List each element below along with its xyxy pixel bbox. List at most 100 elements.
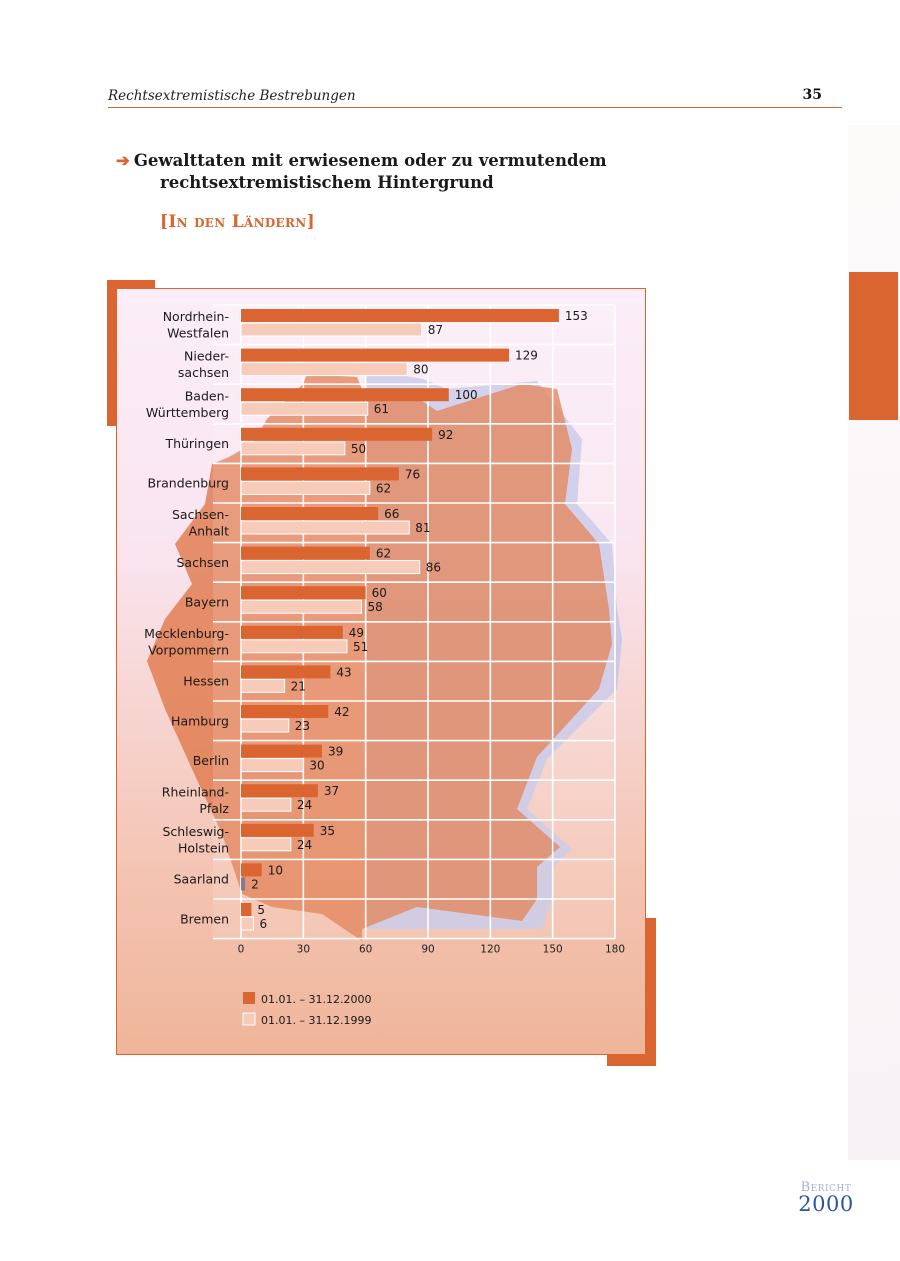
bar-2000 <box>241 665 331 679</box>
category-label: Anhalt <box>189 524 230 539</box>
category-label: Westfalen <box>167 326 229 341</box>
data-label: 86 <box>426 561 441 575</box>
bar-2000 <box>241 388 449 402</box>
data-label: 61 <box>374 402 389 416</box>
data-label: 23 <box>295 719 310 733</box>
data-label: 60 <box>372 586 387 600</box>
bar-1999 <box>240 758 304 773</box>
data-label: 24 <box>297 838 312 852</box>
bar-1999 <box>240 718 290 733</box>
category-label: Sachsen <box>176 555 229 570</box>
bar-1999 <box>240 797 292 812</box>
legend: 01.01. – 31.12.2000 01.01. – 31.12.1999 <box>242 992 371 1027</box>
category-label: Rheinland- <box>162 784 229 799</box>
bar-1999 <box>241 877 246 891</box>
bar-1999 <box>240 560 421 575</box>
bar-2000 <box>241 348 510 362</box>
bar-2000 <box>241 863 262 877</box>
bars-layer <box>240 309 559 931</box>
data-label: 35 <box>320 824 335 838</box>
category-label: Bayern <box>185 595 229 610</box>
category-label: Vorpommern <box>148 642 229 657</box>
category-label: Nieder- <box>184 349 229 364</box>
subheading-text: In den Ländern <box>168 212 307 232</box>
category-label: Bremen <box>180 911 229 926</box>
category-label: sachsen <box>178 365 229 380</box>
x-tick-label: 180 <box>605 944 625 956</box>
x-tick-label: 60 <box>359 944 372 956</box>
data-label: 30 <box>309 759 324 773</box>
data-label: 5 <box>257 903 265 917</box>
bar-2000 <box>241 625 343 639</box>
data-label: 92 <box>438 428 453 442</box>
data-label: 6 <box>259 917 267 931</box>
section-heading: ➔ Gewalttaten mit erwiesenem oder zu verm… <box>116 150 736 194</box>
bar-2000 <box>241 546 370 560</box>
chart-panel: 0 30 60 90 120 150 180 153 87 Nordrhein- Westfalen… <box>116 288 646 1055</box>
category-label: Brandenburg <box>147 476 229 491</box>
data-label: 62 <box>376 481 391 495</box>
bar-1999 <box>240 520 410 535</box>
category-label: Mecklenburg- <box>144 626 229 641</box>
bar-2000 <box>241 903 252 916</box>
category-label: Hamburg <box>171 713 229 728</box>
legend-label: 01.01. – 31.12.1999 <box>261 1014 371 1027</box>
data-label: 129 <box>515 349 538 363</box>
subheading-bracket-open: [ <box>160 212 169 232</box>
category-label: Württemberg <box>146 405 229 420</box>
bar-1999 <box>240 678 286 693</box>
category-label: Berlin <box>193 753 229 768</box>
legend-label: 01.01. – 31.12.2000 <box>261 993 371 1006</box>
bar-1999 <box>240 599 363 614</box>
bar-2000 <box>241 467 399 481</box>
bar-1999 <box>240 639 348 654</box>
bar-1999 <box>240 480 371 495</box>
data-label: 76 <box>405 467 420 481</box>
data-label: 51 <box>353 640 368 654</box>
x-tick-label: 150 <box>543 944 563 956</box>
category-label: Thüringen <box>164 436 229 451</box>
bar-2000 <box>241 586 366 600</box>
bar-2000 <box>241 744 323 758</box>
data-label: 49 <box>349 626 364 640</box>
data-label: 87 <box>428 323 443 337</box>
data-label: 62 <box>376 547 391 561</box>
subheading-bracket-close: ] <box>306 212 315 232</box>
running-title: Rechtsextremistische Bestrebungen <box>108 88 356 104</box>
bar-1999 <box>240 916 254 931</box>
labels-layer: 0 30 60 90 120 150 180 153 87 Nordrhein- Westfalen… <box>144 309 625 956</box>
x-tick-label: 90 <box>421 944 434 956</box>
data-label: 43 <box>336 665 351 679</box>
heading-line-1: ➔ Gewalttaten mit erwiesenem oder zu verm… <box>116 150 736 172</box>
category-label: Saarland <box>174 872 229 887</box>
bar-1999 <box>240 322 423 337</box>
bar-2000 <box>241 823 314 837</box>
data-label: 10 <box>268 863 283 877</box>
data-label: 66 <box>384 507 399 521</box>
data-label: 50 <box>351 442 366 456</box>
bar-2000 <box>241 784 318 798</box>
category-label: Holstein <box>178 840 229 855</box>
logo-year: 2000 <box>798 1192 854 1216</box>
legend-swatch-1999 <box>242 1012 256 1026</box>
bar-2000 <box>241 507 379 520</box>
subheading: [In den Ländern] <box>160 212 315 232</box>
data-label: 2 <box>251 877 259 891</box>
legend-swatch-2000 <box>243 992 255 1004</box>
category-label: Hessen <box>183 674 229 689</box>
report-logo: Bericht 2000 <box>786 1181 866 1215</box>
category-label: Baden- <box>185 388 229 403</box>
chapter-tab <box>849 272 898 420</box>
data-label: 58 <box>368 600 383 614</box>
x-tick-label: 0 <box>238 944 245 956</box>
bar-1999 <box>240 362 408 377</box>
x-tick-label: 120 <box>480 944 500 956</box>
bar-1999 <box>240 401 369 416</box>
bar-2000 <box>241 705 329 718</box>
category-label: Schleswig- <box>162 824 229 839</box>
data-label: 80 <box>413 363 428 377</box>
category-label: Pfalz <box>199 801 229 816</box>
data-label: 39 <box>328 745 343 759</box>
category-label: Nordrhein- <box>163 309 229 324</box>
x-tick-label: 30 <box>297 944 310 956</box>
